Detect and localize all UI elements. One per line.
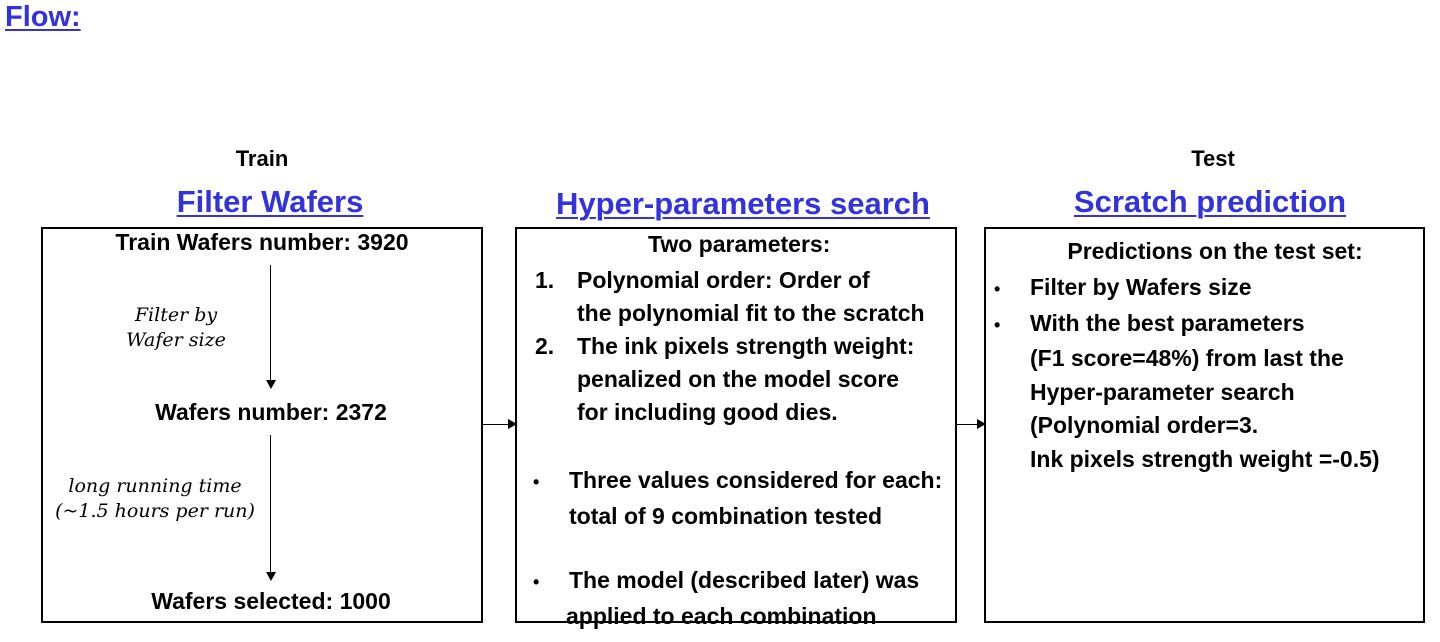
arrow-right-1 <box>483 419 517 429</box>
scratch-prediction-box: Predictions on the test set: • Filter by … <box>984 227 1425 623</box>
combinations-line-2: total of 9 combination tested <box>569 503 883 529</box>
model-line-1: The model (described later) was <box>569 567 920 593</box>
train-wafers-count: Train Wafers number: 3920 <box>115 229 409 255</box>
hyper-parameters-link[interactable]: Hyper-parameters search <box>556 186 930 221</box>
best-params-line-3: Hyper-parameter search <box>1030 378 1295 405</box>
test-label: Test <box>1191 146 1235 171</box>
item-2-line-3: for including good dies. <box>577 399 838 425</box>
arrow-right-2 <box>957 419 986 429</box>
model-line-2: applied to each combination <box>566 603 877 629</box>
filter-step-label: Filter by Wafer size <box>101 303 251 353</box>
item-1-line-1: Polynomial order: Order of <box>577 267 870 293</box>
prediction-bullets: • Filter by Wafers size • With the best pa… <box>994 271 1380 476</box>
best-params-line-2: (F1 score=48%) from last the <box>1030 345 1344 371</box>
arrow-down-1 <box>265 265 276 389</box>
page-title[interactable]: Flow: <box>5 1 81 33</box>
scratch-prediction-title: Scratch prediction <box>980 184 1440 220</box>
best-params-line-5: Ink pixels strength weight =-0.5) <box>1030 445 1380 472</box>
item-1-line-2: the polynomial fit to the scratch <box>577 300 925 326</box>
wafers-number: Wafers number: 2372 <box>155 399 387 425</box>
bullet-glyph: • <box>533 472 540 492</box>
filter-wafers-box: Train Wafers number: 3920 Filter by Wafe… <box>41 227 483 623</box>
best-params-line-4: (Polynomial order=3. <box>1030 412 1259 438</box>
hyper-parameters-box: Two parameters: 1. Polynomial order: Orde… <box>515 227 957 629</box>
model-bullet: • The model (described later) was applied… <box>533 563 919 633</box>
filter-step-line1: Filter by <box>134 304 218 326</box>
running-time-line1: long running time <box>68 475 242 497</box>
item-2-line-2: penalized on the model score <box>577 366 900 392</box>
filter-size-bullet: Filter by Wafers size <box>1030 274 1252 300</box>
bullet-glyph: • <box>994 314 1001 335</box>
wafers-selected: Wafers selected: 1000 <box>151 588 391 614</box>
train-label: Train <box>235 146 289 171</box>
bullet-glyph: • <box>994 279 1001 299</box>
item-2-line-1: The ink pixels strength weight: <box>577 333 915 359</box>
combinations-line-1: Three values considered for each: <box>569 467 943 493</box>
predictions-heading: Predictions on the test set: <box>1067 238 1363 264</box>
filter-wafers-title: Filter Wafers <box>40 184 500 220</box>
bullet-glyph: • <box>533 572 540 592</box>
hyper-parameters-title: Hyper-parameters search <box>513 186 973 222</box>
two-parameters-heading: Two parameters: <box>648 231 831 257</box>
item-2-number: 2. <box>535 333 555 359</box>
combinations-bullet: • Three values considered for each: total… <box>533 463 942 533</box>
running-time-label: long running time (~1.5 hours per run) <box>48 474 262 524</box>
filter-wafers-link[interactable]: Filter Wafers <box>176 184 364 219</box>
parameter-item-2: 2. The ink pixels strength weight: penali… <box>535 330 914 429</box>
running-time-line2: (~1.5 hours per run) <box>55 500 255 522</box>
best-params-line-1: With the best parameters <box>1030 309 1305 336</box>
item-1-number: 1. <box>535 267 555 293</box>
arrow-down-2 <box>265 435 276 581</box>
filter-step-line2: Wafer size <box>126 329 226 351</box>
scratch-prediction-link[interactable]: Scratch prediction <box>1073 184 1347 219</box>
parameter-item-1: 1. Polynomial order: Order of the polynom… <box>535 264 925 330</box>
